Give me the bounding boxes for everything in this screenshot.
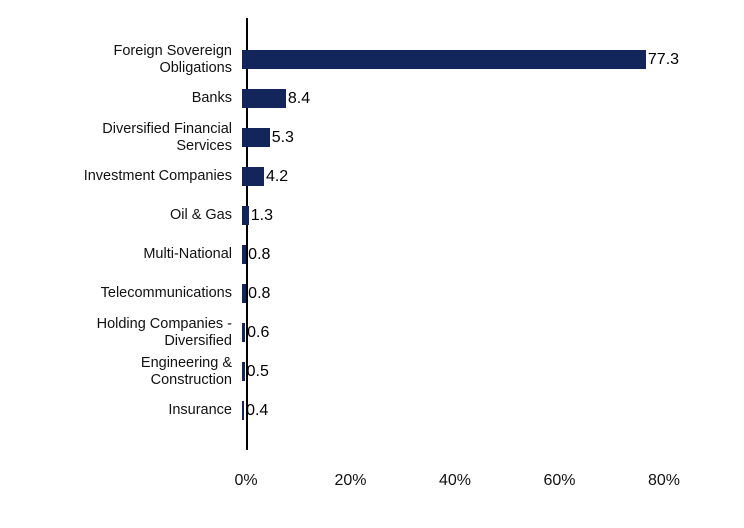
bar-cell: 0.8 (240, 235, 734, 274)
bar (242, 167, 264, 186)
bar-value-label: 5.3 (271, 128, 294, 146)
bar-row: Multi-National 0.8 (0, 235, 734, 274)
bar-value-label: 77.3 (647, 50, 680, 68)
bar-row: Banks 8.4 (0, 79, 734, 118)
bar-cell: 0.8 (240, 274, 734, 313)
bar (242, 284, 247, 303)
bar-cell: 1.3 (240, 196, 734, 235)
bar-cell: 8.4 (240, 79, 734, 118)
x-tick-label: 0% (234, 472, 258, 489)
bar-cell: 0.5 (240, 352, 734, 391)
category-label: Foreign Sovereign Obligations (113, 42, 233, 76)
category-label: Investment Companies (83, 168, 232, 185)
category-label: Holding Companies - Diversified (96, 315, 232, 349)
bar-value-label: 1.3 (250, 206, 274, 224)
category-label: Diversified Financial Services (102, 120, 232, 154)
bar-row: Holding Companies - Diversified 0.6 (0, 313, 734, 352)
bar-row: Oil & Gas 1.3 (0, 196, 734, 235)
x-tick-label: 60% (543, 472, 576, 489)
bar (242, 401, 245, 420)
bar-value-label: 8.4 (287, 89, 311, 107)
bar (242, 89, 286, 108)
y-axis-line (246, 18, 248, 450)
bar-rows: Foreign Sovereign Obligations 77.3 Banks 8.4… (0, 40, 734, 430)
bar-cell: 5.3 (240, 118, 734, 157)
bar-value-label: 0.4 (246, 401, 269, 419)
x-tick-label: 80% (647, 472, 681, 489)
category-label: Telecommunications (100, 285, 232, 302)
category-label: Oil & Gas (169, 207, 232, 224)
bar-row: Diversified Financial Services 5.3 (0, 118, 734, 157)
bar-cell: 4.2 (240, 157, 734, 196)
bar-value-label: 0.8 (248, 245, 271, 263)
bar-row: Engineering & Construction 0.5 (0, 352, 734, 391)
x-axis-tick-labels: 0% 20% 40% 60% 80% (0, 472, 744, 498)
x-tick-label: 20% (334, 472, 367, 489)
bar-value-label: 0.8 (248, 284, 271, 302)
bar-row: Foreign Sovereign Obligations 77.3 (0, 40, 734, 79)
bar (242, 362, 245, 381)
bar-value-label: 0.6 (247, 323, 270, 341)
bar-row: Investment Companies 4.2 (0, 157, 734, 196)
bar (242, 50, 646, 69)
bar (242, 206, 249, 225)
x-tick-label: 40% (438, 472, 472, 489)
category-label: Engineering & Construction (140, 354, 232, 388)
bar (242, 245, 247, 264)
category-label: Multi-National (143, 246, 232, 263)
bar-value-label: 4.2 (265, 167, 289, 185)
bar (242, 128, 270, 147)
bar-cell: 0.6 (240, 313, 734, 352)
category-label: Insurance (168, 402, 232, 419)
bar-cell: 77.3 (240, 40, 734, 79)
bar-row: Telecommunications 0.8 (0, 274, 734, 313)
bar-value-label: 0.5 (246, 362, 269, 380)
category-label: Banks (191, 90, 232, 107)
bar-row: Insurance 0.4 (0, 391, 734, 430)
bar (242, 323, 246, 342)
bar-cell: 0.4 (240, 391, 734, 430)
